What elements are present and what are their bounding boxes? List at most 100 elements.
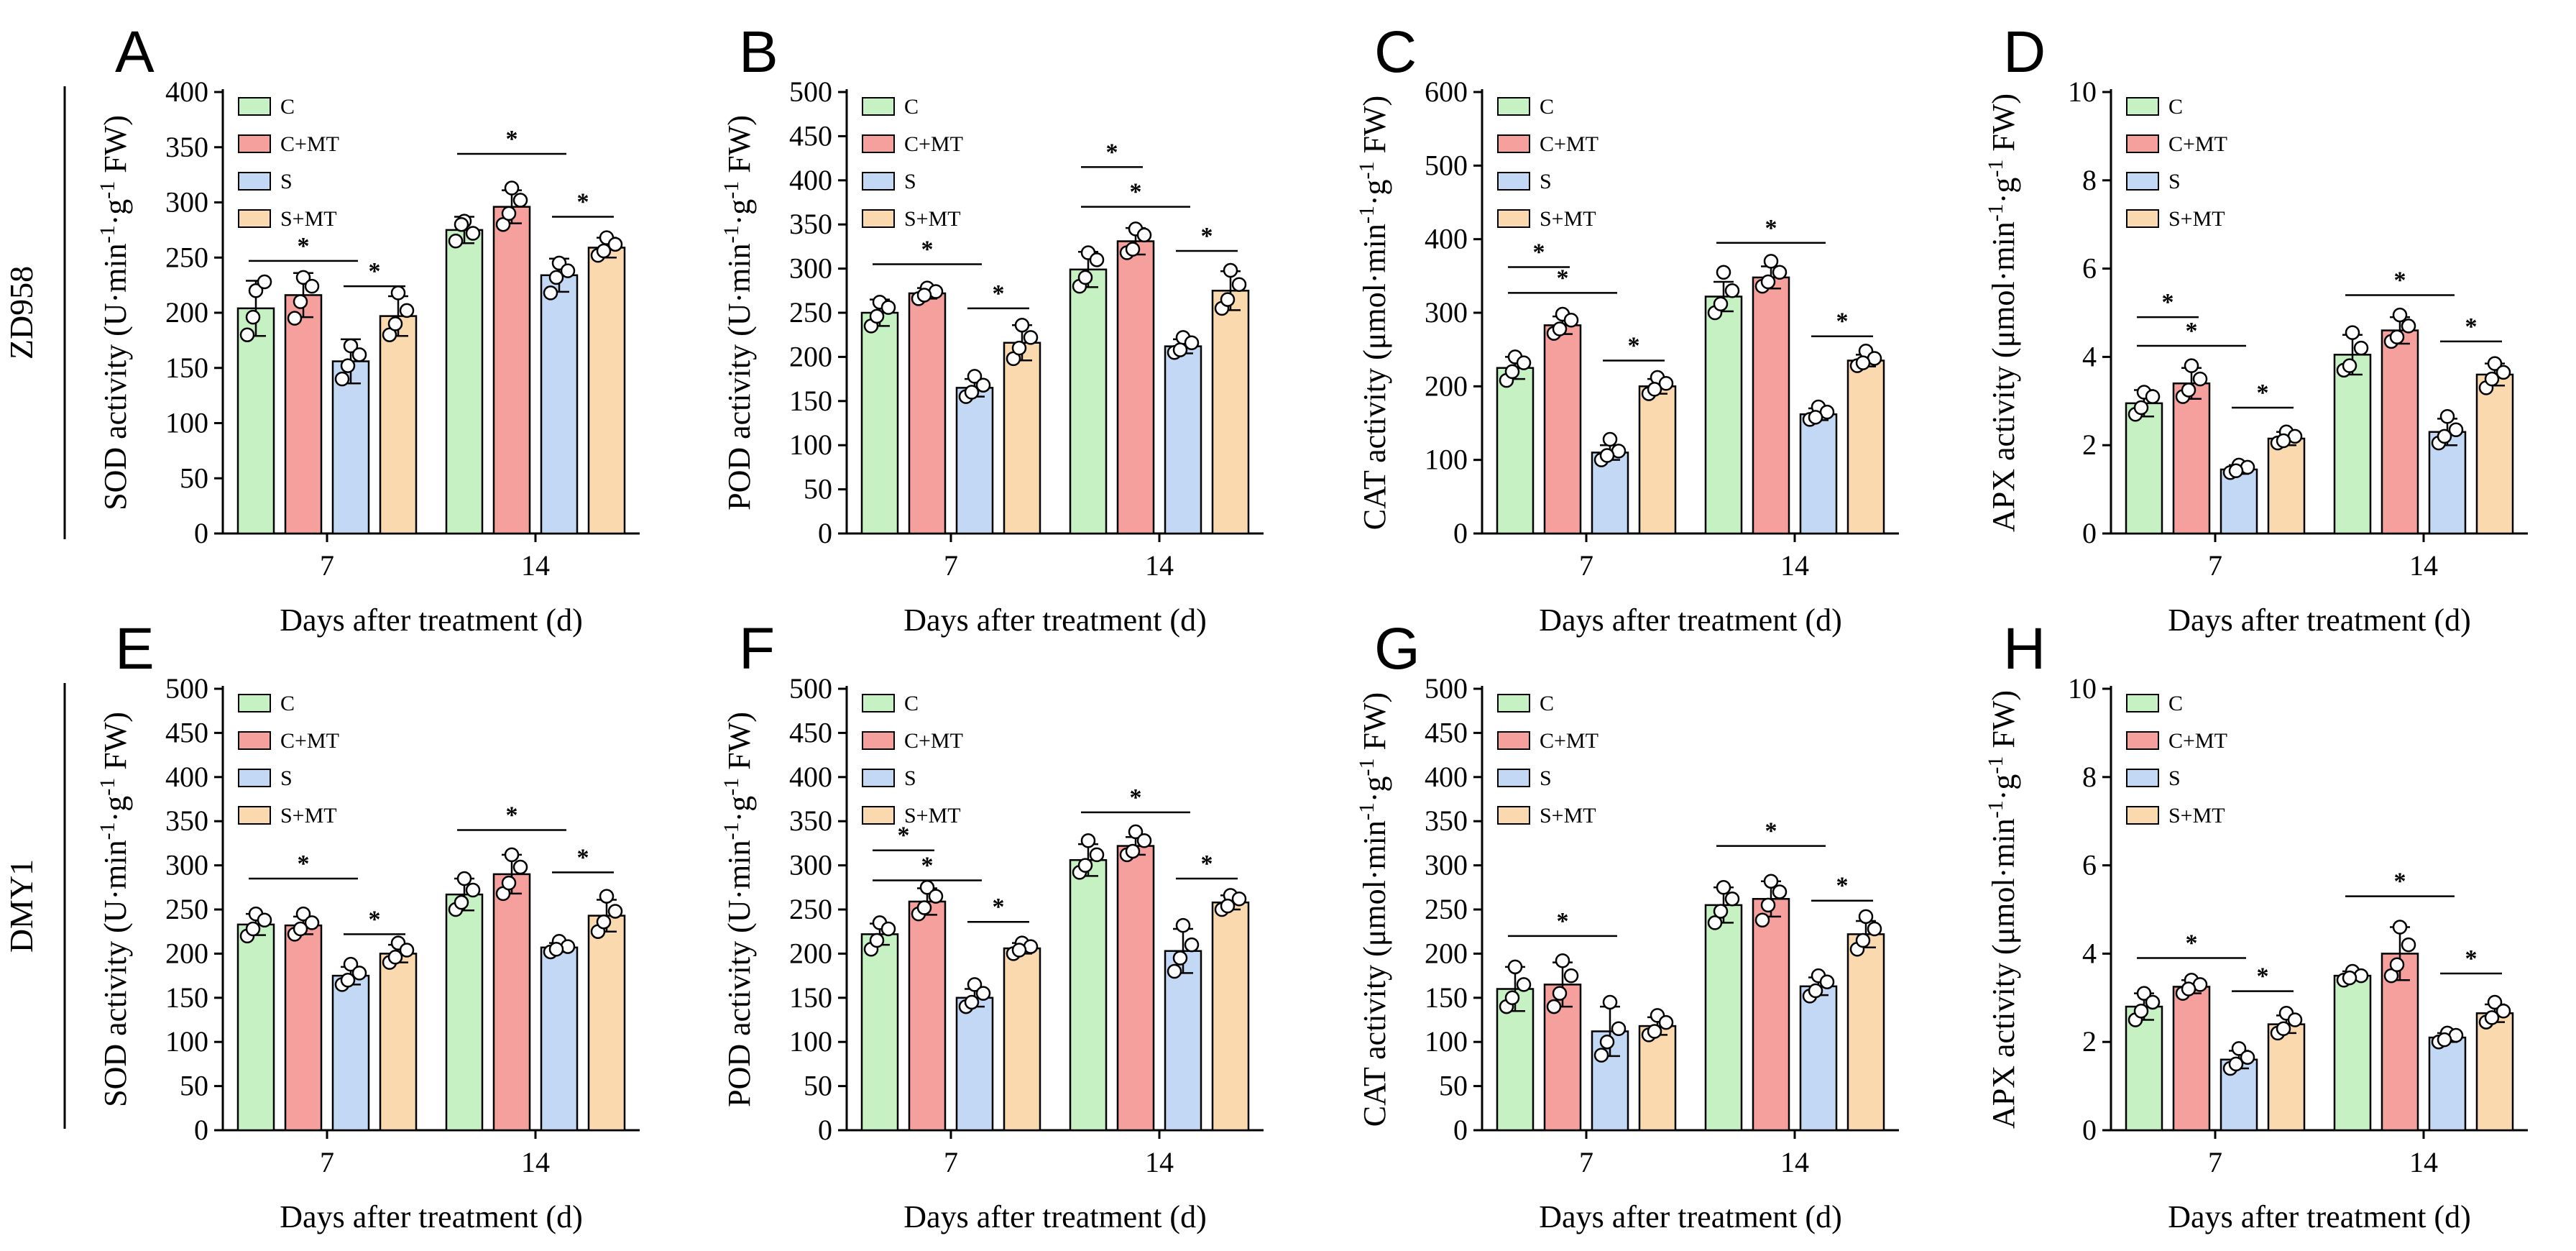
bar-s	[1164, 345, 1202, 535]
data-point	[456, 871, 472, 886]
x-tick-label: 14	[2409, 1146, 2438, 1178]
significance-star: *	[298, 851, 310, 877]
panel-h: H 0 2 4 6 8 10 APX activity (μmol·min-1·g-1 FW)…	[1984, 616, 2528, 1234]
legend-label: S+MT	[2168, 804, 2225, 828]
y-tick-label: 500	[1425, 149, 1468, 181]
legend-swatch	[238, 97, 271, 116]
data-point	[248, 283, 264, 298]
data-point	[1175, 917, 1191, 933]
legend-label: C+MT	[2168, 132, 2227, 156]
significance-star: *	[1557, 908, 1569, 935]
panel-f: F 0 50 100 150 200 250 300 350 400 450 500 POD activ…	[719, 616, 1264, 1234]
data-point	[1724, 283, 1740, 298]
y-tick-label: 100	[165, 407, 208, 439]
legend-label: S+MT	[904, 804, 961, 828]
data-point	[343, 956, 359, 972]
data-point	[2439, 409, 2455, 424]
y-tick-label: 450	[789, 119, 832, 152]
legend-label: S	[1540, 170, 1552, 193]
y-tick-label: 10	[2068, 672, 2097, 705]
legend-label: S	[2168, 766, 2181, 790]
y-axis-title: APX activity (μmol·min-1·g-1 FW)	[1984, 93, 2021, 532]
data-point	[1819, 974, 1835, 989]
significance-star: *	[1836, 308, 1849, 335]
data-point	[2484, 371, 2500, 387]
bar-c-mt	[1752, 898, 1790, 1132]
y-tick-label: 500	[789, 75, 832, 108]
bar-s-mt	[1846, 359, 1885, 535]
bar-c	[1496, 367, 1535, 535]
x-tick-label: 7	[944, 1146, 958, 1178]
x-tick-label: 7	[320, 549, 334, 582]
legend-label: S	[1540, 766, 1552, 790]
y-tick-label: 100	[789, 429, 832, 461]
data-point	[2228, 1056, 2244, 1072]
data-point	[2389, 329, 2405, 345]
significance-star: *	[369, 258, 381, 285]
data-point	[1716, 265, 1731, 280]
data-point	[1855, 355, 1871, 370]
data-point	[501, 206, 517, 221]
x-tick-label: 7	[1579, 549, 1593, 582]
data-point	[975, 377, 991, 393]
x-tick-label: 14	[1780, 549, 1809, 582]
data-point	[295, 906, 311, 922]
legend-label: S	[904, 170, 916, 193]
y-axis-title: SOD activity (U·min-1·g-1 FW)	[96, 115, 133, 510]
bar-s-mt	[587, 915, 626, 1132]
bar-s	[331, 360, 370, 535]
y-tick-label: 500	[789, 672, 832, 705]
legend-label: C	[1540, 692, 1554, 715]
data-point	[2345, 325, 2360, 340]
data-point	[2496, 1003, 2511, 1019]
data-point	[295, 270, 311, 285]
data-point	[1808, 983, 1823, 999]
data-point	[1858, 909, 1874, 925]
panel-g: G 0 50 100 150 200 250 300 350 400 450 500 CAT activ…	[1355, 616, 1899, 1234]
y-tick-label: 6	[2082, 849, 2097, 881]
data-point	[287, 311, 303, 326]
bar-c	[860, 311, 899, 535]
data-point	[2133, 1003, 2149, 1019]
y-axis-title: POD activity (U·min-1·g-1 FW)	[719, 115, 757, 510]
significance-star: *	[2186, 318, 2198, 344]
y-tick-label: 150	[1425, 981, 1468, 1014]
data-point	[245, 309, 261, 325]
significance-star: *	[1201, 223, 1213, 249]
data-point	[1220, 292, 1236, 307]
bar-c-mt	[492, 873, 531, 1132]
data-point	[1647, 382, 1662, 397]
bar-c	[1704, 295, 1743, 535]
y-tick-label: 2	[2082, 1025, 2097, 1058]
legend-swatch	[2126, 769, 2159, 787]
legend-label: S	[280, 766, 293, 790]
data-point	[501, 875, 517, 891]
data-point	[351, 347, 367, 362]
bar-s-mt	[1211, 290, 1250, 535]
bar-s-mt	[379, 315, 418, 535]
legend-label: C+MT	[1540, 729, 1598, 753]
bar-s-mt	[1003, 947, 1041, 1132]
y-tick-label: 300	[789, 849, 832, 881]
legend-swatch	[1497, 769, 1530, 787]
y-axis-title: APX activity (μmol·min-1·g-1 FW)	[1984, 690, 2021, 1129]
significance-star: *	[1765, 215, 1777, 242]
legend-label: S	[904, 766, 916, 790]
bar-c-mt	[1116, 240, 1155, 535]
y-tick-label: 300	[1425, 849, 1468, 881]
data-point	[1611, 1021, 1627, 1037]
y-tick-label: 50	[804, 1070, 832, 1102]
legend-swatch	[238, 694, 271, 712]
data-point	[975, 986, 991, 1001]
y-tick-label: 450	[165, 716, 208, 748]
data-point	[454, 894, 469, 910]
bar-c	[445, 893, 484, 1132]
y-tick-label: 350	[165, 805, 208, 837]
data-point	[1516, 977, 1532, 992]
y-tick-label: 600	[1425, 75, 1468, 108]
x-axis-title: Days after treatment (d)	[2168, 1199, 2470, 1234]
significance-star: *	[1533, 239, 1545, 266]
significance-star: *	[1628, 333, 1640, 359]
x-tick-label: 7	[2208, 1146, 2222, 1178]
data-point	[1125, 843, 1141, 859]
